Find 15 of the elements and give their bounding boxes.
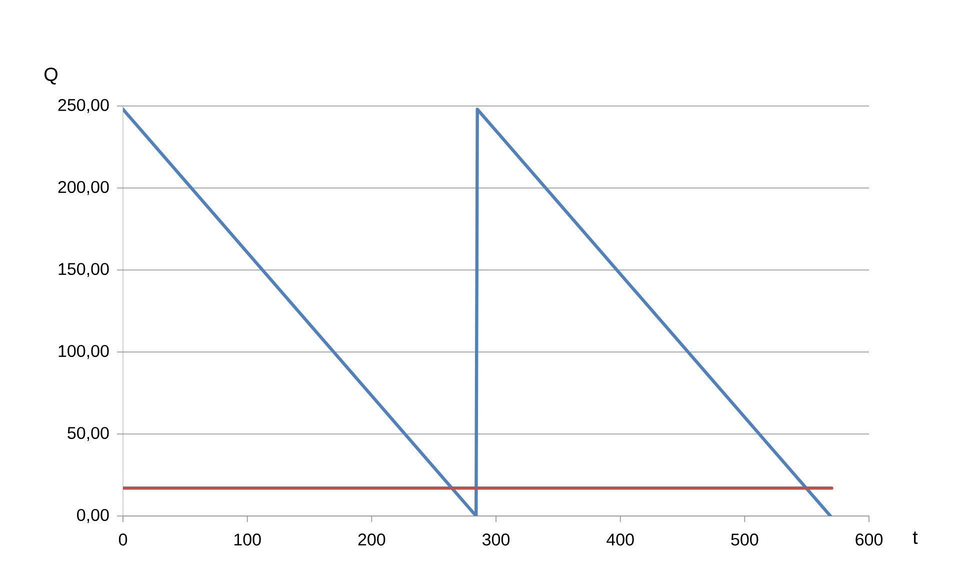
- x-tick-label: 300: [482, 534, 510, 546]
- x-tick-label: 0: [118, 534, 128, 546]
- x-axis-title: t: [912, 532, 918, 544]
- x-tick-label: 400: [606, 534, 634, 546]
- y-tick-label: 150,00: [58, 262, 109, 278]
- x-tick-label: 500: [731, 534, 758, 546]
- y-tick-label: 250,00: [58, 98, 109, 114]
- x-tick-label: 100: [234, 534, 261, 546]
- y-tick-label: 100,00: [58, 344, 109, 360]
- y-tick-label: 0,00: [77, 508, 109, 524]
- y-tick-label: 50,00: [68, 426, 109, 442]
- x-tick-label: 200: [358, 534, 386, 546]
- x-tick-label: 600: [856, 534, 883, 546]
- y-axis-title: Q: [44, 68, 58, 84]
- y-tick-label: 200,00: [58, 180, 109, 196]
